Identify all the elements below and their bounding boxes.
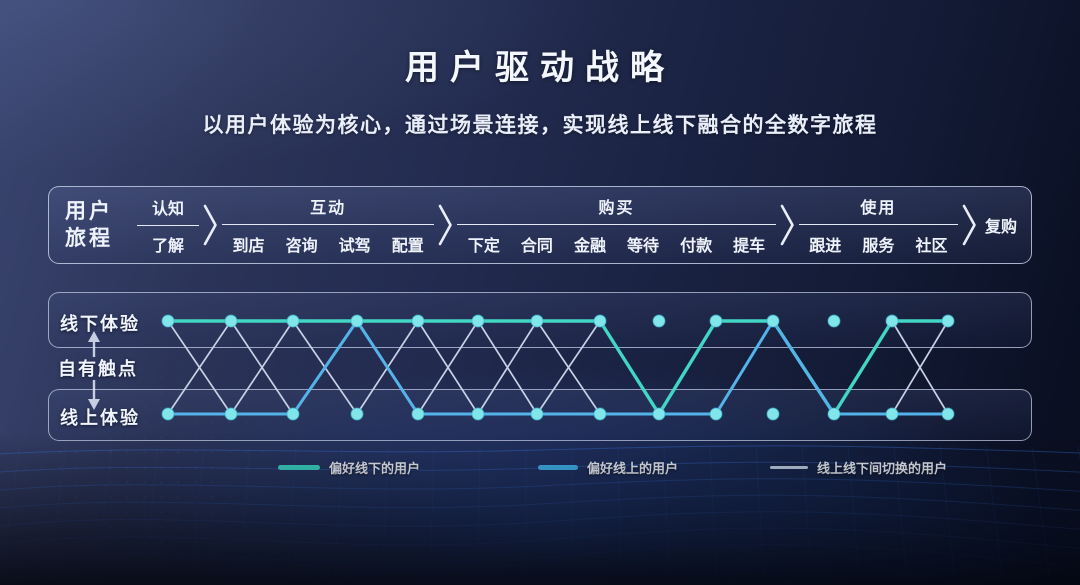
journey-stage: 社区 — [915, 238, 948, 255]
journey-stage: 金融 — [573, 238, 606, 255]
legend-item-offline: 偏好线下的用户 — [278, 458, 420, 477]
chevron-separator-icon — [203, 204, 217, 246]
journey-stage: 试驾 — [338, 238, 371, 255]
journey-section-0: 互动到店 咨询 试驾 配置 — [222, 187, 435, 263]
journey-section-1: 购买下定 合同 金融 等待 付款 提车 — [457, 187, 776, 263]
journey-stage-repurchase: 复购 — [984, 219, 1017, 236]
journey-stage-awareness: 认知 了解 — [137, 195, 199, 256]
journey-axis-label-line1: 用户 — [65, 199, 113, 223]
mesh-line — [0, 494, 1080, 511]
journey-section-items: 跟进 服务 社区 — [799, 225, 958, 256]
online-experience-band — [48, 389, 1032, 441]
journey-stage: 咨询 — [285, 238, 318, 255]
mesh-line — [0, 544, 1080, 569]
mesh-line — [0, 478, 1080, 492]
journey-stage-awareness-bottom: 了解 — [151, 237, 184, 255]
journey-stage-awareness-top: 认知 — [137, 195, 199, 226]
mesh-line — [95, 445, 113, 583]
legend-swatch-offline — [278, 465, 320, 470]
journey-section-items: 到店 咨询 试驾 配置 — [222, 225, 434, 256]
journey-section-2: 使用跟进 服务 社区 — [798, 187, 958, 263]
mesh-line — [0, 445, 1080, 455]
online-band-label: 线上体验 — [60, 408, 140, 428]
journey-axis-label: 用户 旅程 — [65, 198, 137, 253]
chevron-separator-icon — [438, 204, 453, 246]
mesh-line — [0, 445, 21, 583]
mesh-line — [477, 445, 481, 583]
journey-stage: 合同 — [520, 238, 553, 255]
mesh-line — [0, 511, 1080, 530]
journey-section-items: 下定 合同 金融 等待 付款 提车 — [457, 225, 775, 256]
mesh-line — [709, 445, 717, 583]
journey-stage: 下定 — [467, 238, 500, 255]
mesh-line — [755, 445, 765, 583]
mesh-line — [191, 445, 205, 583]
journey-stage: 提车 — [733, 238, 766, 255]
mesh-line — [0, 527, 1080, 549]
mesh-line — [429, 445, 435, 583]
journey-stage: 到店 — [232, 238, 265, 255]
page-subtitle: 以用户体验为核心，通过场景连接，实现线上线下融合的全数字旅程 — [202, 114, 878, 137]
journey-section-header: 使用 — [798, 194, 958, 225]
journey-stage: 等待 — [627, 238, 660, 255]
chevron-separator-icon — [962, 204, 976, 246]
legend-item-online: 偏好线上的用户 — [538, 458, 678, 477]
mesh-line — [143, 445, 159, 583]
mesh-line — [985, 445, 1004, 583]
journey-stage: 服务 — [862, 238, 895, 255]
journey-flow: 互动到店 咨询 试驾 配置 购买下定 合同 金融 等待 付款 提车 使用跟进 服务 社区 复购 — [199, 187, 1021, 263]
chevron-separator-icon — [780, 204, 794, 246]
mesh-line — [47, 445, 67, 583]
legend-label-offline: 偏好线下的用户 — [329, 461, 421, 476]
offline-band-label: 线下体验 — [60, 314, 140, 334]
legend-item-switching: 线上线下间切换的用户 — [770, 458, 947, 477]
journey-axis-label-line2: 旅程 — [65, 227, 113, 250]
journey-stage: 付款 — [680, 238, 713, 255]
mesh-line — [1031, 445, 1051, 583]
journey-stage: 跟进 — [809, 238, 842, 255]
mesh-line — [524, 445, 527, 583]
journey-section-header: 互动 — [222, 194, 435, 225]
touchpoint-label: 自有触点 — [58, 359, 138, 379]
legend-swatch-switching — [770, 466, 808, 469]
offline-experience-band — [48, 292, 1032, 348]
journey-stage: 配置 — [391, 238, 424, 255]
user-journey-bar: 用户 旅程 认知 了解 互动 到店 咨询 试驾 配置 购买 下定 合同 金融 等待 付款 提车 使用 跟进… — [48, 186, 1032, 264]
legend-label-online: 偏好线上的用户 — [587, 461, 679, 476]
legend-swatch-online — [538, 465, 578, 470]
journey-section-header: 购买 — [457, 194, 776, 225]
page-title: 用户驱动战略 — [405, 49, 675, 87]
mesh-line — [238, 445, 251, 583]
legend-label-switching: 线上线下间切换的用户 — [817, 461, 948, 476]
